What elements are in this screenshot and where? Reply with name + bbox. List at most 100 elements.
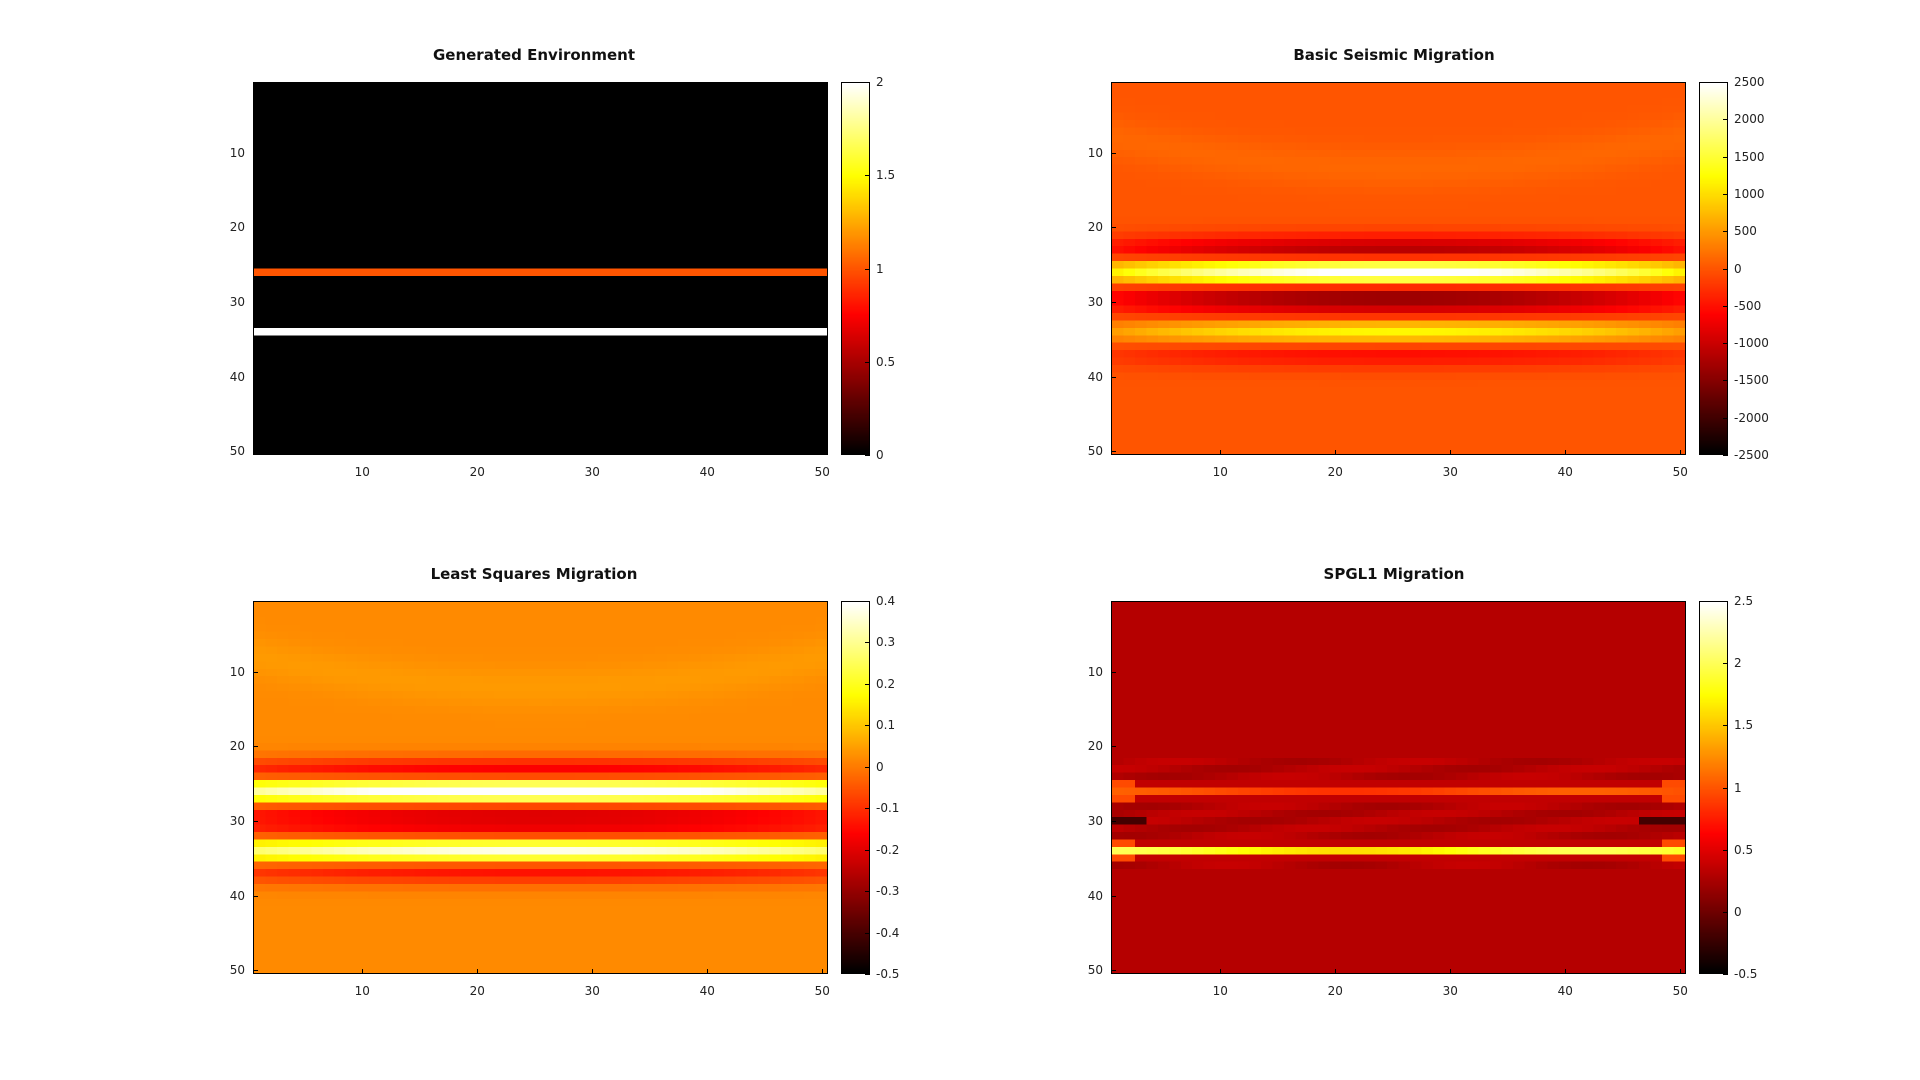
colorbar-tick-label: -0.3 [876,884,900,899]
chart-title: SPGL1 Migration [1323,565,1465,583]
y-tick-label: 50 [1087,444,1103,459]
colorbar-tick-label: -0.1 [876,801,900,816]
y-tick-mark [1111,302,1116,304]
x-tick-label: 40 [699,465,715,479]
x-tick-label: 20 [1327,465,1343,479]
x-tick-label: 40 [699,984,715,998]
colorbar-tick-label: -1000 [1734,336,1769,351]
y-tick-label: 20 [1087,220,1103,235]
heatmap-plot [253,601,828,974]
colorbar-tick-label: 1 [1734,780,1742,795]
chart-title: Generated Environment [432,46,636,64]
colorbar [1699,82,1728,455]
colorbar-tick-mark [865,268,870,270]
colorbar [1699,601,1728,974]
x-tick-mark [592,450,594,455]
colorbar-tick-mark [865,849,870,851]
colorbar-tick-mark [1723,849,1728,851]
x-tick-mark [1450,969,1452,974]
y-tick-mark [253,970,258,972]
colorbar-tick-label: -500 [1734,298,1762,313]
y-tick-label: 20 [229,220,245,235]
colorbar-canvas [1700,602,1727,973]
y-tick-mark [253,152,258,154]
x-tick-label: 10 [354,984,370,998]
colorbar-tick-mark [1723,911,1728,913]
colorbar-tick-mark [1723,305,1728,307]
colorbar-tick-mark [865,455,870,456]
x-tick-mark [362,450,364,455]
colorbar-tick-mark [865,974,870,975]
colorbar-tick-label: -1500 [1734,373,1769,388]
x-tick-label: 40 [1557,984,1573,998]
colorbar-tick-label: 1.5 [1734,718,1754,733]
heatmap-plot [1111,82,1686,455]
y-tick-mark [1111,970,1116,972]
x-tick-mark [1335,969,1337,974]
x-tick-mark [477,969,479,974]
colorbar-tick-label: 2.5 [1734,594,1754,608]
x-tick-mark [1565,450,1567,455]
x-tick-label: 40 [1557,465,1573,479]
heatmap-canvas [254,83,827,454]
colorbar-tick-mark [865,683,870,685]
colorbar-tick-mark [1723,725,1728,727]
y-tick-label: 40 [1087,888,1103,903]
x-tick-mark [477,450,479,455]
colorbar-tick-label: -0.5 [876,967,900,981]
y-tick-label: 30 [1087,295,1103,310]
colorbar-tick-label: 0.3 [876,635,896,650]
colorbar [841,601,870,974]
y-tick-mark [1111,821,1116,823]
colorbar-tick-mark [1723,231,1728,233]
colorbar-tick-label: 1500 [1734,149,1765,164]
y-tick-mark [253,376,258,378]
colorbar-tick-mark [865,642,870,644]
colorbar-tick-mark [1723,417,1728,419]
x-tick-mark [1680,969,1682,974]
colorbar-tick-mark [1723,343,1728,345]
x-tick-mark [1220,969,1222,974]
chart-title: Basic Seismic Migration [1293,46,1495,64]
colorbar-tick-label: 0 [1734,261,1742,276]
x-tick-label: 30 [584,984,600,998]
colorbar-tick-label: 0.2 [876,676,896,691]
x-tick-mark [1680,450,1682,455]
colorbar-tick-label: 0 [876,448,884,462]
x-tick-label: 50 [814,984,830,998]
heatmap-canvas [1112,83,1685,454]
y-tick-mark [253,302,258,304]
x-tick-label: 10 [1212,984,1228,998]
colorbar-tick-mark [865,891,870,893]
y-tick-mark [1111,746,1116,748]
x-tick-mark [707,450,709,455]
x-tick-mark [822,969,824,974]
y-tick-label: 30 [1087,814,1103,829]
y-tick-label: 50 [1087,963,1103,978]
y-tick-mark [253,451,258,453]
colorbar-tick-mark [865,766,870,768]
y-tick-mark [253,227,258,229]
x-tick-label: 20 [469,984,485,998]
y-tick-label: 10 [1087,145,1103,160]
x-tick-mark [1450,450,1452,455]
y-tick-label: 40 [1087,369,1103,384]
y-tick-mark [253,671,258,673]
y-tick-label: 10 [229,145,245,160]
colorbar-tick-mark [1723,380,1728,382]
colorbar-tick-label: -2000 [1734,410,1769,425]
x-tick-mark [362,969,364,974]
colorbar [841,82,870,455]
x-tick-mark [592,969,594,974]
y-tick-label: 30 [229,814,245,829]
colorbar-tick-label: 2 [876,75,884,89]
x-tick-label: 50 [1672,465,1688,479]
colorbar-canvas [1700,83,1727,454]
heatmap-canvas [254,602,827,973]
y-tick-mark [1111,376,1116,378]
colorbar-tick-mark [865,82,870,83]
colorbar-canvas [842,602,869,973]
x-tick-label: 30 [584,465,600,479]
x-tick-mark [1335,450,1337,455]
y-tick-mark [253,821,258,823]
